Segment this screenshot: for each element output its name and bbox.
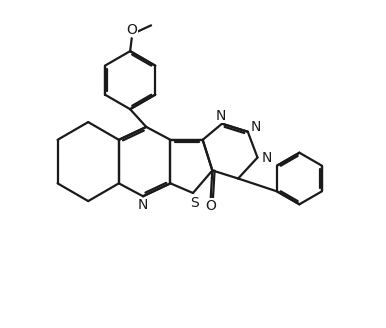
Text: N: N (138, 198, 148, 212)
Text: N: N (215, 109, 225, 123)
Text: N: N (251, 120, 261, 134)
Text: S: S (190, 196, 199, 210)
Text: O: O (126, 23, 137, 37)
Text: N: N (262, 151, 273, 165)
Text: O: O (205, 199, 216, 213)
